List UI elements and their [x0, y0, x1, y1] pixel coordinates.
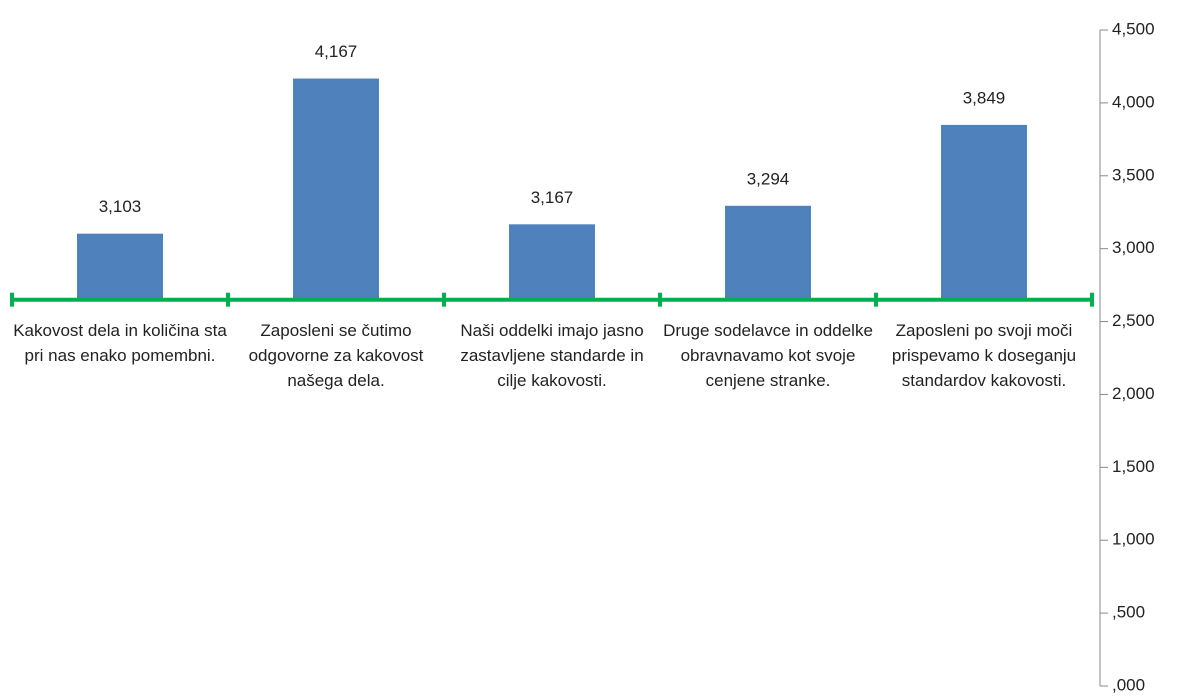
x-tick-label: Naši oddelki imajo jasno zastavljene sta…	[460, 320, 644, 390]
data-label: 4,167	[315, 42, 358, 61]
x-tick-label: Zaposleni po svoji moči prispevamo k dos…	[891, 320, 1077, 390]
bar	[293, 78, 379, 300]
data-label: 3,103	[99, 197, 142, 216]
y-tick-label: ,000	[1112, 675, 1145, 694]
x-tick-label: Druge sodelavce in oddelke obravnavamo k…	[663, 320, 873, 390]
bar	[725, 205, 811, 300]
y-tick-label: 3,000	[1112, 238, 1155, 257]
y-tick-label: 4,000	[1112, 92, 1155, 111]
bar	[941, 124, 1027, 300]
x-tick-label: Kakovost dela in količina sta pri nas en…	[13, 320, 227, 365]
y-tick-label: 1,500	[1112, 457, 1155, 476]
data-label: 3,294	[747, 169, 790, 188]
y-tick-label: 2,000	[1112, 384, 1155, 403]
data-label: 3,167	[531, 188, 574, 207]
bar	[509, 224, 595, 300]
x-tick-label: Zaposleni se čutimo odgovorne za kakovos…	[248, 320, 424, 390]
bar	[77, 233, 163, 300]
y-tick-label: 4,500	[1112, 19, 1155, 38]
y-tick-label: 1,000	[1112, 530, 1155, 549]
y-tick-label: 2,500	[1112, 311, 1155, 330]
y-tick-label: 3,500	[1112, 165, 1155, 184]
data-label: 3,849	[963, 88, 1006, 107]
y-tick-label: ,500	[1112, 603, 1145, 622]
